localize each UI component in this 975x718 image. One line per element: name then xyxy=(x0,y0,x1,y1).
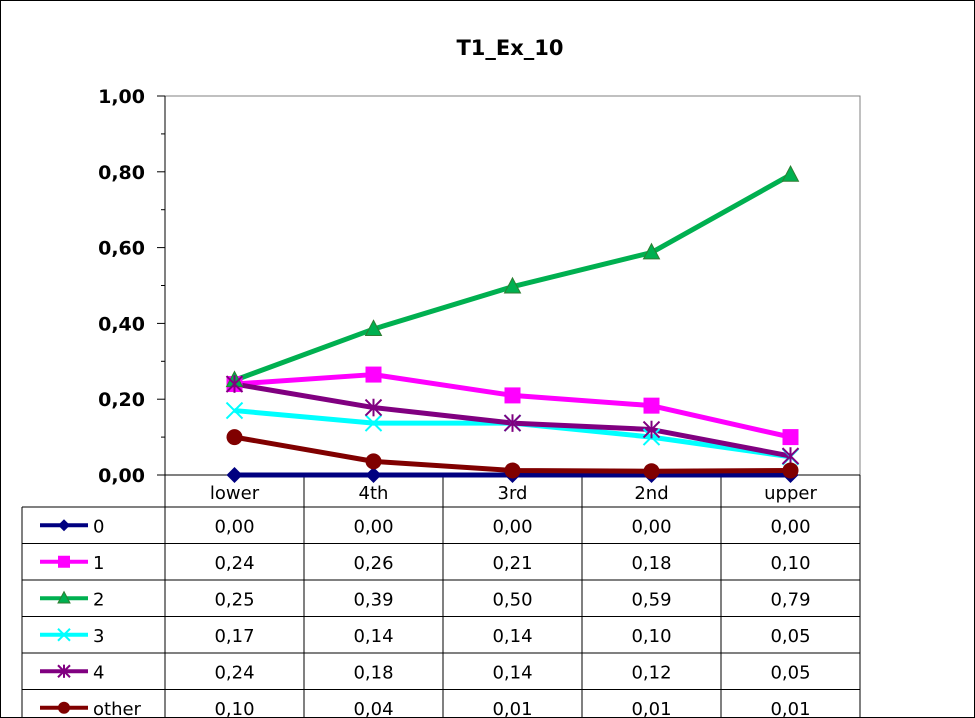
table-cell-value: 0,14 xyxy=(353,626,393,647)
table-cell-value: 0,10 xyxy=(631,626,671,647)
x-category-label: lower xyxy=(210,483,260,504)
table-cell-value: 0,26 xyxy=(353,553,393,574)
table-cell-value: 0,10 xyxy=(214,699,254,718)
table-cell-value: 0,24 xyxy=(214,662,254,683)
table-cell-value: 0,14 xyxy=(492,662,532,683)
legend-series-name: 2 xyxy=(93,589,104,610)
x-category-label: 4th xyxy=(359,483,389,504)
data-point-marker xyxy=(366,367,382,383)
data-point-marker xyxy=(644,398,660,414)
table-cell-value: 0,21 xyxy=(492,553,532,574)
data-point-marker xyxy=(644,463,660,479)
data-point-marker xyxy=(783,462,799,478)
table-cell-value: 0,01 xyxy=(631,699,671,718)
y-tick-label: 1,00 xyxy=(98,86,145,108)
table-cell-value: 0,05 xyxy=(770,662,810,683)
table-cell-value: 0,01 xyxy=(492,699,532,718)
data-point-marker xyxy=(227,429,243,445)
x-category-label: upper xyxy=(764,483,817,504)
table-cell-value: 0,00 xyxy=(631,516,671,537)
y-tick-label: 0,60 xyxy=(98,238,145,260)
table-cell-value: 0,50 xyxy=(492,589,532,610)
table-cell-value: 0,18 xyxy=(353,662,393,683)
table-cell-value: 0,05 xyxy=(770,626,810,647)
data-point-marker xyxy=(505,462,521,478)
table-cell-value: 0,00 xyxy=(353,516,393,537)
legend-series-name: 0 xyxy=(93,516,104,537)
table-cell-value: 0,12 xyxy=(631,662,671,683)
table-cell-value: 0,14 xyxy=(492,626,532,647)
chart-title: T1_Ex_10 xyxy=(0,36,975,60)
table-cell-value: 0,17 xyxy=(214,626,254,647)
x-category-label: 2nd xyxy=(634,483,668,504)
y-tick-label: 0,20 xyxy=(98,389,145,411)
data-point-marker xyxy=(366,453,382,469)
table-cell-value: 0,39 xyxy=(353,589,393,610)
table-cell-value: 0,59 xyxy=(631,589,671,610)
table-cell-value: 0,79 xyxy=(770,589,810,610)
table-cell-value: 0,04 xyxy=(353,699,393,718)
table-cell-value: 0,18 xyxy=(631,553,671,574)
legend-series-name: 3 xyxy=(93,626,104,647)
y-tick-label: 0,80 xyxy=(98,162,145,184)
y-tick-label: 0,40 xyxy=(98,313,145,335)
table-cell-value: 0,01 xyxy=(770,699,810,718)
x-category-label: 3rd xyxy=(498,483,528,504)
table-cell-value: 0,00 xyxy=(214,516,254,537)
y-tick-label: 0,00 xyxy=(98,465,145,487)
data-point-marker xyxy=(783,429,799,445)
legend-series-name: 4 xyxy=(93,662,104,683)
table-cell-value: 0,10 xyxy=(770,553,810,574)
table-cell-value: 0,25 xyxy=(214,589,254,610)
table-cell-value: 0,24 xyxy=(214,553,254,574)
legend-key-marker xyxy=(58,702,70,714)
legend-series-name: other xyxy=(93,699,142,718)
legend-series-name: 1 xyxy=(93,553,104,574)
table-cell-value: 0,00 xyxy=(492,516,532,537)
data-point-marker xyxy=(505,387,521,403)
table-cell-value: 0,00 xyxy=(770,516,810,537)
legend-key-marker xyxy=(58,556,70,568)
